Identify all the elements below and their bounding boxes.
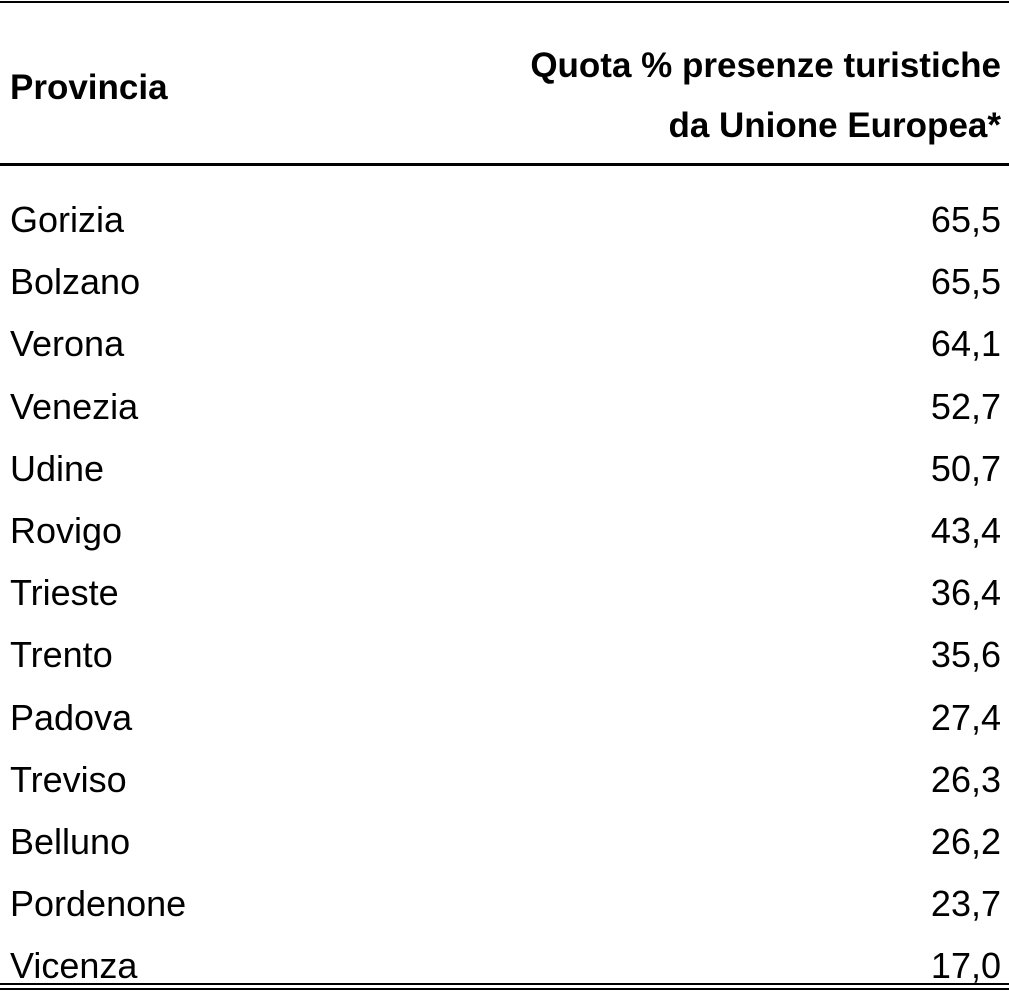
share-value: 23,7: [930, 883, 1001, 925]
province-name: Padova: [10, 696, 133, 738]
header-rule: [0, 163, 1009, 166]
share-value: 64,1: [930, 323, 1001, 365]
province-name: Bolzano: [10, 261, 141, 303]
share-value: 27,4: [930, 696, 1001, 738]
province-name: Udine: [10, 447, 105, 489]
share-value: 17,0: [930, 945, 1001, 987]
province-name: Belluno: [10, 821, 131, 862]
share-value: 26,2: [930, 821, 1001, 862]
province-name: Verona: [10, 323, 125, 365]
bottom-rule: [0, 988, 1009, 990]
province-name: Pordenone: [10, 883, 187, 925]
province-name: Treviso: [10, 758, 127, 800]
province-name: Rovigo: [10, 510, 123, 551]
bottom-rule: [0, 983, 1009, 985]
header-cell: Quota % presenze turistiche da Unione Eu…: [530, 46, 1001, 145]
share-value: 50,7: [930, 447, 1001, 489]
province-name: Vicenza: [10, 945, 138, 987]
share-value: 52,7: [930, 385, 1001, 427]
share-value: 36,4: [930, 572, 1001, 614]
share-value: 65,5: [930, 199, 1001, 240]
header-cell: Provincia: [10, 68, 168, 107]
province-name: Trento: [10, 634, 113, 676]
share-value: 35,6: [930, 634, 1001, 676]
province-name: Venezia: [10, 385, 139, 427]
top-rule: [0, 1, 1009, 3]
province-name: Gorizia: [10, 199, 125, 240]
share-value: 43,4: [930, 510, 1001, 551]
share-value: 65,5: [930, 261, 1001, 303]
province-name: Trieste: [10, 572, 119, 614]
share-value: 26,3: [930, 758, 1001, 800]
